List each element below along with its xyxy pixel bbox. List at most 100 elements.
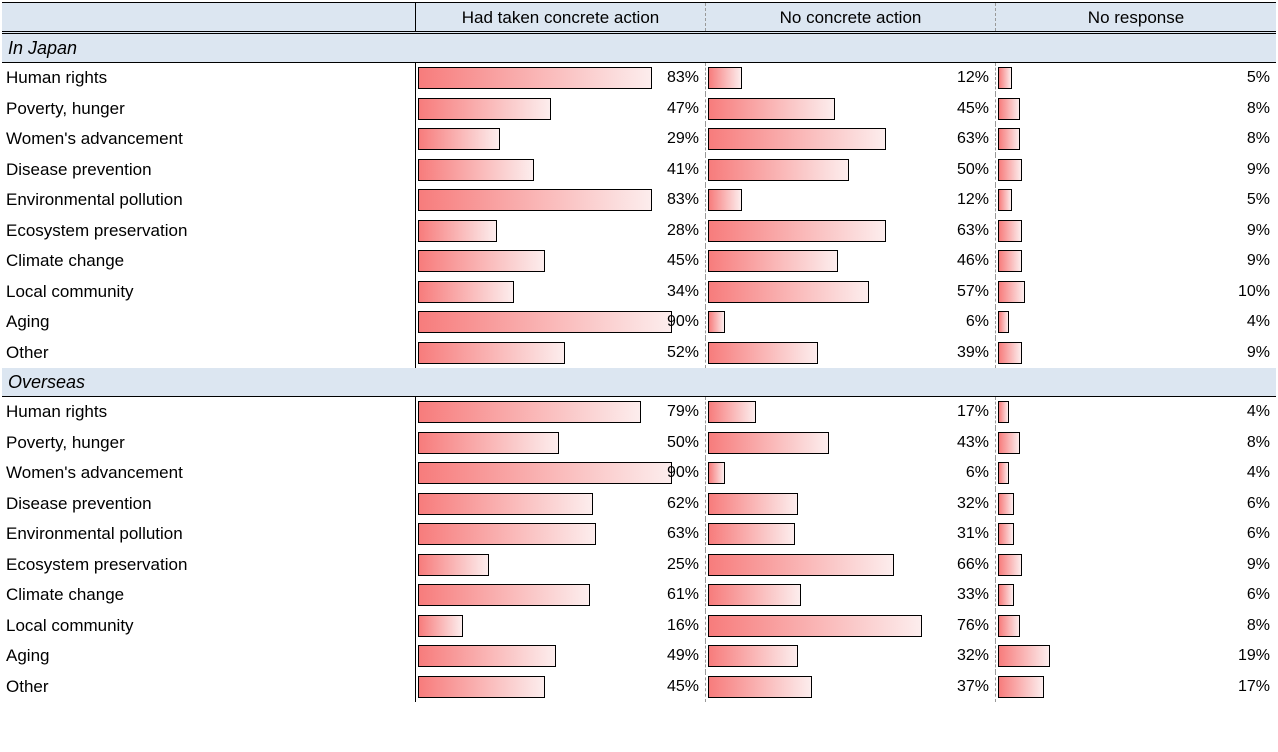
bar-value-label: 25% [667,550,699,580]
bar [708,189,742,211]
bar [418,311,672,333]
bar [998,128,1020,150]
bar [998,554,1022,576]
bar-cell: 45% [706,94,996,125]
bar [418,523,596,545]
table-row: Disease prevention 41% 50% 9% [2,155,1276,186]
row-label: Local community [2,611,416,642]
bar-cell: 6% [996,580,1276,611]
bar-value-label: 41% [667,155,699,185]
bar-cell: 63% [706,216,996,247]
bar [708,645,798,667]
bar-value-label: 62% [667,489,699,519]
bar-value-label: 9% [1247,216,1270,246]
row-label: Local community [2,277,416,308]
row-label: Ecosystem preservation [2,550,416,581]
row-label: Human rights [2,397,416,428]
table-row: Women's advancement29%63%8% [2,124,1276,155]
row-label: Aging [2,641,416,672]
bar [708,342,818,364]
table-row: Human rights79%17%4% [2,397,1276,428]
table-row: Environmental pollution63%31%6% [2,519,1276,550]
table-row: Aging49% 32% 19% [2,641,1276,672]
bar [418,676,545,698]
bar [418,220,497,242]
bar-value-label: 34% [667,277,699,307]
bar [418,128,500,150]
bar-cell: 16% [416,611,706,642]
bar [708,676,812,698]
bar-cell: 29% [416,124,706,155]
bar-value-label: 45% [667,672,699,702]
bar-cell: 6% [706,307,996,338]
bar-cell: 28% [416,216,706,247]
row-label: Disease prevention [2,489,416,520]
row-label: Women's advancement [2,124,416,155]
bar [998,311,1009,333]
bar [708,128,886,150]
bar-cell: 8% [996,94,1276,125]
table-row: Local community34%57%10% [2,277,1276,308]
bar [998,462,1009,484]
bar [708,67,742,89]
bar-value-label: 33% [957,580,989,610]
row-label: Poverty, hunger [2,428,416,459]
bar [708,401,756,423]
bar-value-label: 6% [1247,489,1270,519]
bar-value-label: 52% [667,338,699,368]
bar-cell: 9% [996,550,1276,581]
bar-value-label: 19% [1238,641,1270,671]
bar-cell: 90% [416,458,706,489]
row-label: Disease prevention [2,155,416,186]
bar-cell: 90% [416,307,706,338]
bar [418,250,545,272]
bar [998,584,1014,606]
bar-value-label: 28% [667,216,699,246]
bar-cell: 17% [706,397,996,428]
bar [418,462,672,484]
bar-cell: 37% [706,672,996,703]
bar-cell: 8% [996,124,1276,155]
bar [998,523,1014,545]
table-row: Climate change45%46%9% [2,246,1276,277]
table-row: Disease prevention62%32%6% [2,489,1276,520]
bar-value-label: 43% [957,428,989,458]
bar-cell: 79% [416,397,706,428]
bar-value-label: 32% [957,641,989,671]
bar-value-label: 50% [957,155,989,185]
bar-cell: 31% [706,519,996,550]
row-label: Women's advancement [2,458,416,489]
bar [998,493,1014,515]
bar-value-label: 50% [667,428,699,458]
bar-cell: 33% [706,580,996,611]
bar [708,98,835,120]
table-row: Aging90%6%4% [2,307,1276,338]
bar-value-label: 83% [667,185,699,215]
bar [418,98,551,120]
bar [998,645,1050,667]
bar-value-label: 39% [957,338,989,368]
bar [998,159,1022,181]
bar-value-label: 8% [1247,94,1270,124]
bar-value-label: 47% [667,94,699,124]
bar-cell: 6% [996,519,1276,550]
bar-value-label: 90% [667,307,699,337]
bar-cell: 39% [706,338,996,369]
bar [418,159,534,181]
bar-value-label: 31% [957,519,989,549]
bar-cell: 45% [416,246,706,277]
row-label: Other [2,672,416,703]
bar [418,281,514,303]
bar-value-label: 46% [957,246,989,276]
bar [418,615,463,637]
bar [998,220,1022,242]
bar-cell: 4% [996,397,1276,428]
header-label-blank [2,3,416,31]
section-header: In Japan [2,34,1276,63]
table-row: Ecosystem preservation28%63%9% [2,216,1276,247]
bar-value-label: 9% [1247,155,1270,185]
bar [998,401,1009,423]
bar-cell: 47% [416,94,706,125]
bar-cell: 49% [416,641,706,672]
bar [418,584,590,606]
